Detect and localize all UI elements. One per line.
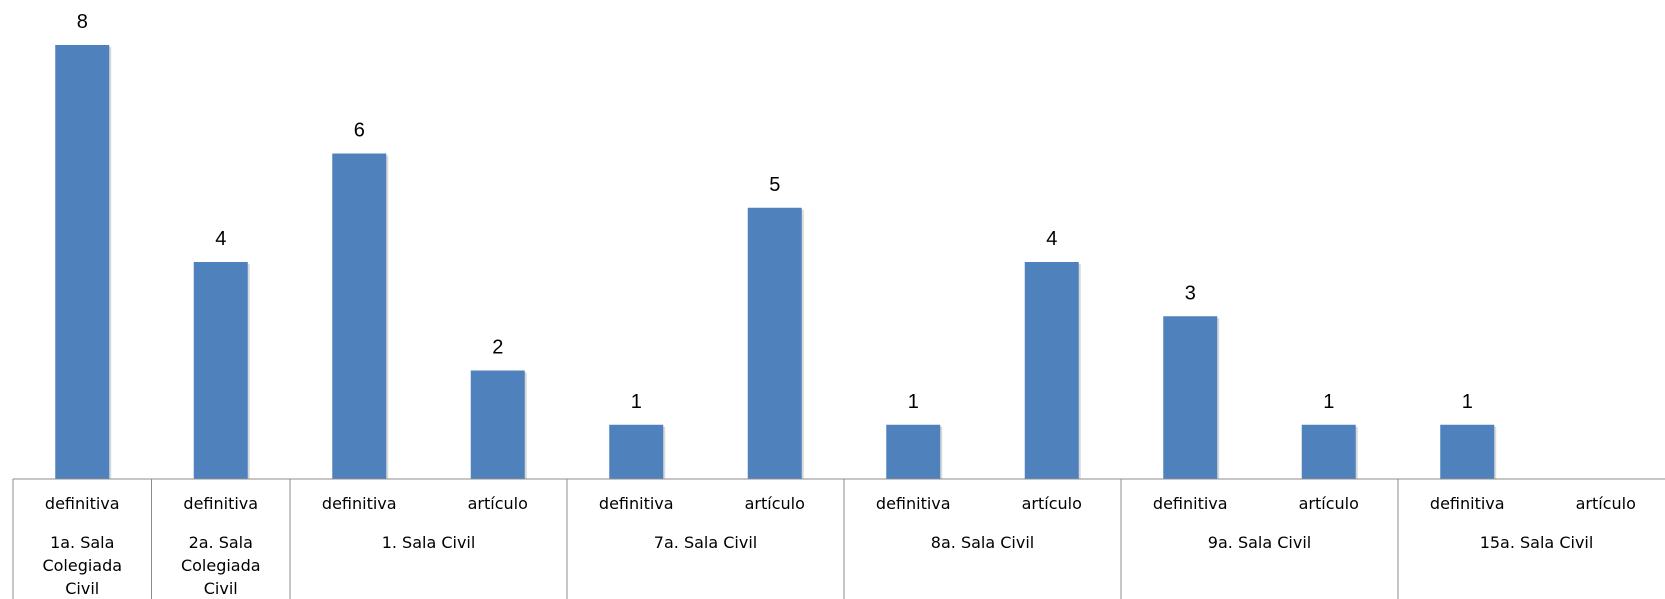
data-label: 8: [77, 11, 88, 33]
category-tick-label: definitiva: [1430, 494, 1505, 513]
bar: [470, 370, 525, 479]
data-label: 4: [215, 228, 226, 250]
data-label: 1: [1323, 391, 1334, 413]
bar: [609, 424, 664, 479]
category-tick-label: definitiva: [45, 494, 120, 513]
category-tick-label: definitiva: [1153, 494, 1228, 513]
group-label: 7a. Sala Civil: [654, 533, 757, 552]
data-label: 4: [1046, 228, 1057, 250]
bar: [1301, 424, 1356, 479]
group-label: 9a. Sala Civil: [1208, 533, 1311, 552]
data-label: 6: [354, 120, 365, 142]
group-label: 15a. Sala Civil: [1480, 533, 1594, 552]
bar: [1163, 316, 1218, 479]
bar: [1440, 424, 1495, 479]
group-label: 8a. Sala Civil: [931, 533, 1034, 552]
group-label: 1a. Sala: [50, 533, 114, 552]
data-label: 1: [908, 391, 919, 413]
data-label: 2: [492, 337, 503, 359]
bar: [55, 45, 110, 479]
bars-layer: [55, 45, 1497, 479]
group-label: 1. Sala Civil: [382, 533, 476, 552]
category-tick-label: artículo: [1299, 494, 1359, 513]
bar: [747, 207, 802, 479]
bar: [886, 424, 941, 479]
bar: [1024, 262, 1079, 479]
category-tick-label: definitiva: [322, 494, 397, 513]
category-axis: definitiva 1a. Sala Colegiada Civil definiti…: [12, 478, 1665, 599]
data-labels-layer: 8 4 6 2 1 5 1 4 3 1 1: [77, 11, 1473, 413]
data-label: 3: [1185, 282, 1196, 304]
category-tick-label: definitiva: [876, 494, 951, 513]
group-label: Colegiada: [181, 556, 261, 575]
bar: [332, 153, 387, 479]
group-label: Colegiada: [42, 556, 122, 575]
group-label: Civil: [65, 579, 99, 598]
data-label: 1: [1462, 391, 1473, 413]
category-tick-label: definitiva: [599, 494, 674, 513]
category-tick-label: artículo: [468, 494, 528, 513]
bar: [193, 262, 248, 479]
category-tick-label: artículo: [1022, 494, 1082, 513]
group-label: 2a. Sala: [189, 533, 253, 552]
category-tick-label: artículo: [1576, 494, 1636, 513]
data-label: 5: [769, 174, 780, 196]
category-tick-label: definitiva: [183, 494, 258, 513]
data-label: 1: [631, 391, 642, 413]
category-tick-label: artículo: [745, 494, 805, 513]
group-label: Civil: [204, 579, 238, 598]
